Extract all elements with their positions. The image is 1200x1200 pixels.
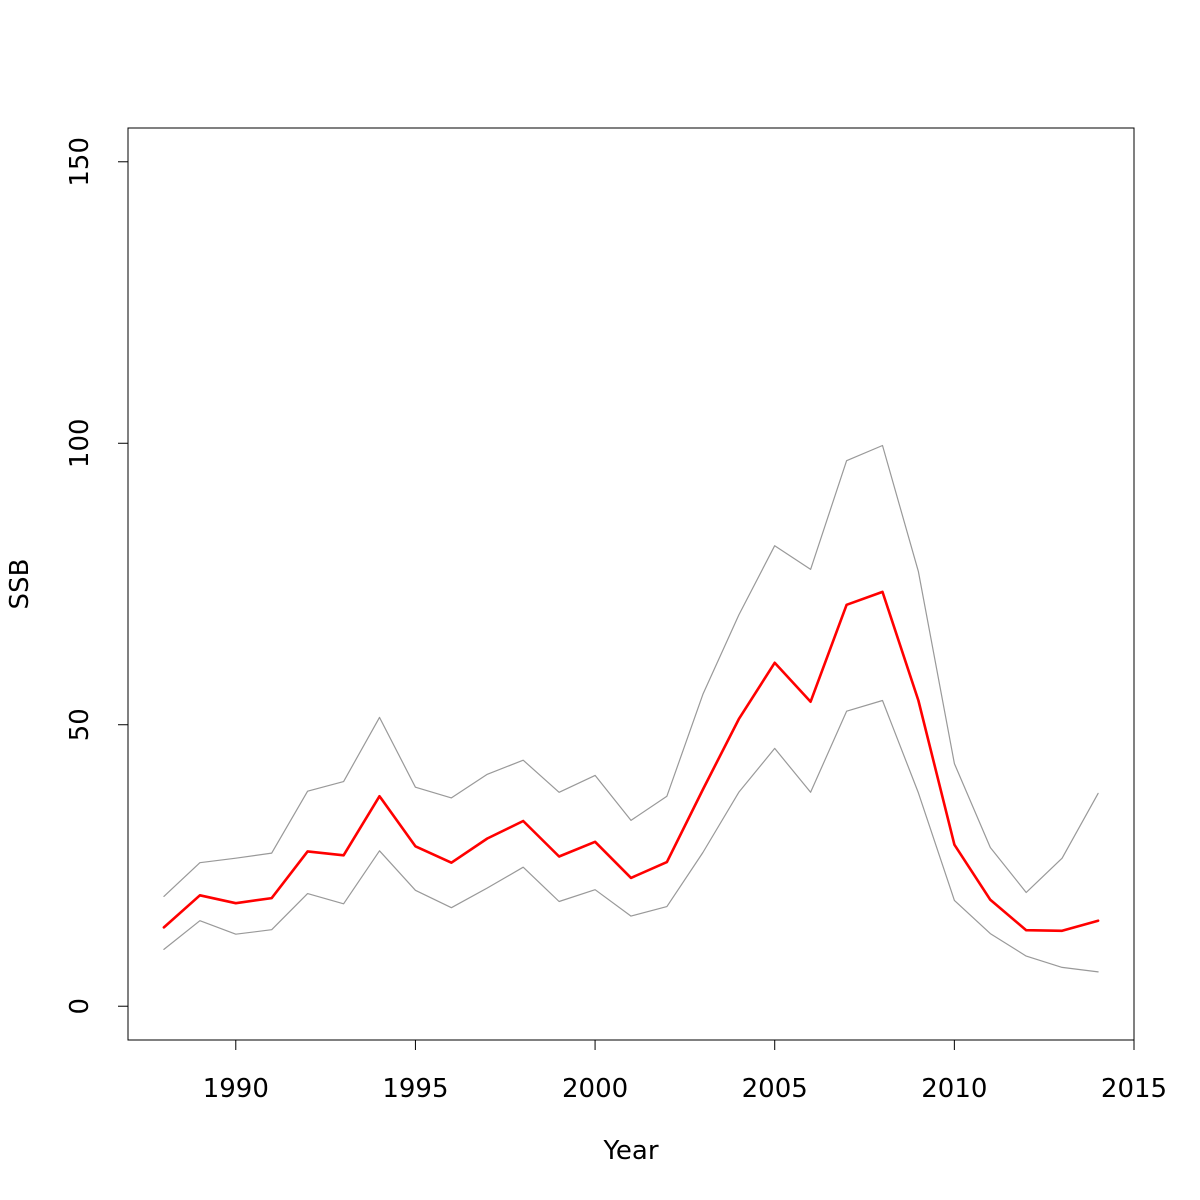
series-layer (162, 444, 1100, 973)
x-tick-label: 2000 (562, 1074, 628, 1104)
y-tick-label: 150 (65, 137, 95, 187)
y-axis-label: SSB (5, 559, 35, 610)
series-line-estimate (162, 590, 1100, 933)
x-tick-label: 2005 (742, 1074, 808, 1104)
x-tick-label: 1995 (382, 1074, 448, 1104)
x-axis: 1990 1995 2000 2005 2010 2015 (203, 1039, 1167, 1104)
series-line-lower (163, 699, 1099, 973)
y-tick-label: 50 (65, 708, 95, 741)
x-tick-label: 1990 (203, 1074, 269, 1104)
series-line-upper (163, 444, 1099, 898)
y-axis: 0 50 100 150 (65, 137, 129, 1015)
y-tick-label: 100 (65, 418, 95, 468)
x-tick-label: 2015 (1101, 1074, 1167, 1104)
y-tick-label: 0 (65, 998, 95, 1015)
plot-frame (127, 127, 1135, 1041)
x-tick-label: 2010 (921, 1074, 987, 1104)
x-axis-label: Year (602, 1136, 658, 1166)
